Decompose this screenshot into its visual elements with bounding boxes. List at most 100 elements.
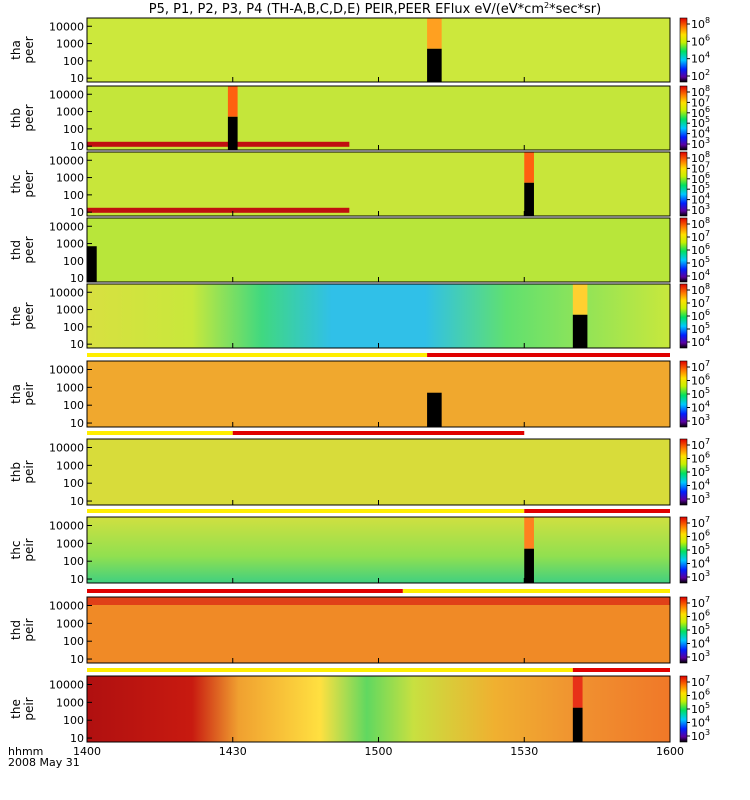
spectrogram-area <box>87 439 670 505</box>
status-bar-yellow <box>402 589 670 593</box>
y-tick-label: 10 <box>70 140 84 153</box>
colorbar-label: 107 <box>691 515 710 530</box>
y-tick-label: 1000 <box>56 38 84 51</box>
status-bar <box>87 431 525 435</box>
colorbar-label: 105 <box>691 542 710 557</box>
y-axis-label: thbpeir <box>9 460 36 483</box>
y-tick-label: 10 <box>70 338 84 351</box>
colorbar-label: 107 <box>691 160 710 175</box>
data-gap <box>87 246 97 282</box>
y-tick-label: 100 <box>63 635 84 648</box>
y-tick-label: 10000 <box>49 364 84 377</box>
colorbar-label: 106 <box>691 33 710 48</box>
spectrogram-area <box>87 361 670 427</box>
y-tick-label: 10 <box>70 732 84 745</box>
colorbar-label: 106 <box>691 688 710 703</box>
high-energy-band <box>87 597 670 605</box>
colorbar-label: 105 <box>691 255 710 270</box>
panels: 10100100010000thapeer1021041061081010010… <box>9 16 710 745</box>
y-axis-label: thcpeer <box>9 170 36 197</box>
y-tick-label: 100 <box>63 555 84 568</box>
colorbar-label: 106 <box>691 373 710 388</box>
colorbar <box>679 17 688 83</box>
gap-cap <box>427 18 442 49</box>
colorbar-label: 107 <box>691 437 710 452</box>
y-tick-label: 100 <box>63 189 84 202</box>
colorbar <box>679 283 688 349</box>
colorbar <box>679 360 688 428</box>
status-bar-yellow <box>87 353 428 357</box>
colorbar-label: 106 <box>691 308 710 323</box>
colorbar-label: 108 <box>691 16 710 31</box>
colorbar-label: 104 <box>691 636 710 651</box>
colorbar-label: 104 <box>691 192 710 207</box>
colorbar-label: 104 <box>691 51 710 66</box>
y-axis-label: thdpeer <box>9 236 36 263</box>
status-bar-red <box>572 668 670 672</box>
colorbar-label: 103 <box>691 136 710 151</box>
y-tick-label: 10 <box>70 573 84 586</box>
y-tick-label: 1000 <box>56 172 84 185</box>
gap-cap <box>227 86 238 117</box>
y-tick-label: 100 <box>63 321 84 334</box>
x-tick-label: 1530 <box>510 745 538 758</box>
colorbar-label: 103 <box>691 728 710 743</box>
colorbar <box>679 217 688 283</box>
y-tick-label: 100 <box>63 55 84 68</box>
data-gap <box>227 116 238 150</box>
spectrogram-area <box>87 218 670 282</box>
status-bar-red <box>232 431 525 435</box>
y-axis-label: thepeir <box>9 697 36 720</box>
y-tick-label: 100 <box>63 714 84 727</box>
data-gap <box>427 392 442 427</box>
colorbar-label: 105 <box>691 386 710 401</box>
y-axis-label: thdpeir <box>9 618 36 641</box>
colorbar-label: 103 <box>691 202 710 217</box>
spectrogram-area <box>87 152 670 216</box>
y-axis-label: thapeir <box>9 382 36 405</box>
colorbar-label: 108 <box>691 282 710 297</box>
data-gap <box>427 48 442 82</box>
status-bar-red <box>524 509 670 513</box>
spectrogram-area <box>87 86 670 150</box>
colorbar-label: 107 <box>691 674 710 689</box>
gap-cap <box>524 517 534 549</box>
colorbar-label: 102 <box>691 68 710 83</box>
colorbar-label: 108 <box>691 84 710 99</box>
y-tick-label: 10 <box>70 495 84 508</box>
chart-title: P5, P1, P2, P3, P4 (TH-A,B,C,D,E) PEIR,P… <box>149 1 601 17</box>
x-tick-label: 1600 <box>656 745 684 758</box>
colorbar-label: 107 <box>691 94 710 109</box>
colorbar-label: 105 <box>691 115 710 130</box>
colorbar-label: 104 <box>691 556 710 571</box>
y-tick-label: 1000 <box>56 381 84 394</box>
x-tick-label: 1430 <box>219 745 247 758</box>
y-tick-label: 10000 <box>49 600 84 613</box>
status-bar-yellow <box>87 509 525 513</box>
data-gap <box>524 182 534 216</box>
colorbar-label: 105 <box>691 181 710 196</box>
x-axis-date: 2008 May 31 <box>8 756 80 769</box>
colorbar-label: 104 <box>691 334 710 349</box>
colorbar <box>679 151 688 217</box>
data-gap <box>524 548 534 583</box>
colorbar-label: 107 <box>691 359 710 374</box>
colorbar <box>679 85 688 151</box>
y-axis-label: thbpeer <box>9 104 36 131</box>
y-tick-label: 100 <box>63 123 84 136</box>
colorbar-label: 103 <box>691 649 710 664</box>
colorbar-label: 104 <box>691 478 710 493</box>
y-tick-label: 10 <box>70 417 84 430</box>
colorbar <box>679 596 688 664</box>
colorbar-label: 107 <box>691 295 710 310</box>
y-axis-label: thcpeir <box>9 538 36 561</box>
x-tick-label: 1400 <box>73 745 101 758</box>
y-tick-label: 10 <box>70 272 84 285</box>
colorbar-label: 103 <box>691 491 710 506</box>
y-tick-label: 1000 <box>56 238 84 251</box>
colorbar-label: 105 <box>691 321 710 336</box>
